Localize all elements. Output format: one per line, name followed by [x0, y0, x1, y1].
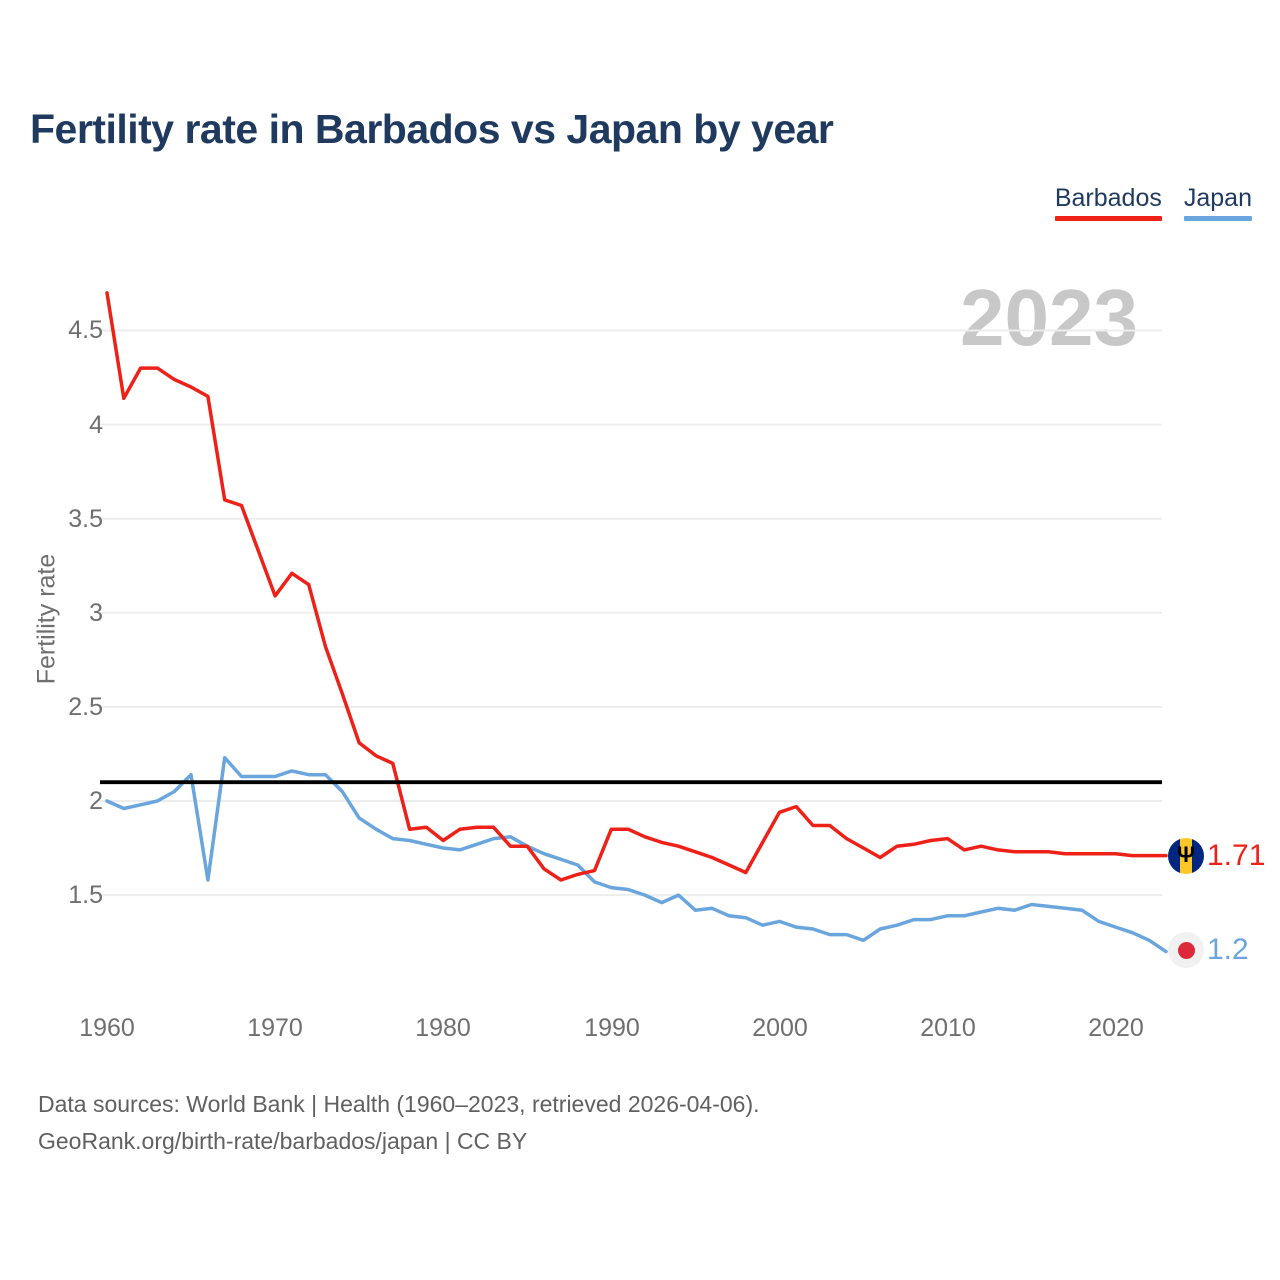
japan-latest-value: 1.2	[1207, 933, 1249, 966]
barbados-flag-icon: Ψ	[1168, 838, 1204, 874]
barbados-line[interactable]	[105, 291, 1168, 882]
x-tick-label: 1970	[247, 1014, 303, 1042]
attribution-line: GeoRank.org/birth-rate/barbados/japan | …	[38, 1128, 528, 1154]
x-tick-label: 1980	[415, 1014, 471, 1042]
trident-glyph: Ψ	[1177, 841, 1195, 867]
legend-color-bar-barbados	[1054, 216, 1162, 221]
y-tick-label: 2.5	[68, 693, 103, 721]
y-axis-title: Fertility rate	[32, 553, 61, 685]
data-source-line: Data sources: World Bank | Health (1960–…	[38, 1091, 760, 1117]
y-tick-label: 2	[89, 787, 103, 815]
x-tick-label: 2020	[1088, 1014, 1144, 1042]
x-tick-label: 2000	[752, 1014, 808, 1042]
x-tick-label: 2010	[920, 1014, 976, 1042]
barbados-flag-yellow-stripe	[1180, 838, 1192, 874]
year-watermark: 2023	[960, 273, 1138, 362]
y-tick-label: 3.5	[68, 505, 103, 533]
x-tick-label: 1990	[584, 1014, 640, 1042]
legend-color-bar-japan	[1183, 216, 1252, 221]
legend-label-barbados: Barbados	[1054, 184, 1162, 212]
y-tick-label: 4	[89, 411, 103, 439]
x-tick-label: 1960	[79, 1014, 135, 1042]
page-title: Fertility rate in Barbados vs Japan by y…	[30, 106, 834, 152]
barbados-flag-blue-stripe	[1168, 838, 1180, 874]
legend-item-barbados[interactable]: Barbados	[1054, 184, 1162, 221]
barbados-latest-value: 1.71	[1207, 839, 1266, 872]
y-tick-label: 3	[89, 599, 103, 627]
japan-flag-red-dot	[1177, 941, 1195, 959]
japan-flag-icon	[1168, 932, 1204, 968]
legend: Barbados Japan	[1054, 184, 1252, 221]
y-tick-label: 1.5	[68, 881, 103, 909]
japan-line[interactable]	[105, 755, 1168, 954]
legend-label-japan: Japan	[1183, 184, 1252, 212]
y-tick-label: 4.5	[68, 316, 103, 344]
legend-item-japan[interactable]: Japan	[1183, 184, 1252, 221]
barbados-flag-blue-stripe	[1192, 838, 1204, 874]
data-source-note: Data sources: World Bank | Health (1960–…	[38, 1086, 760, 1160]
